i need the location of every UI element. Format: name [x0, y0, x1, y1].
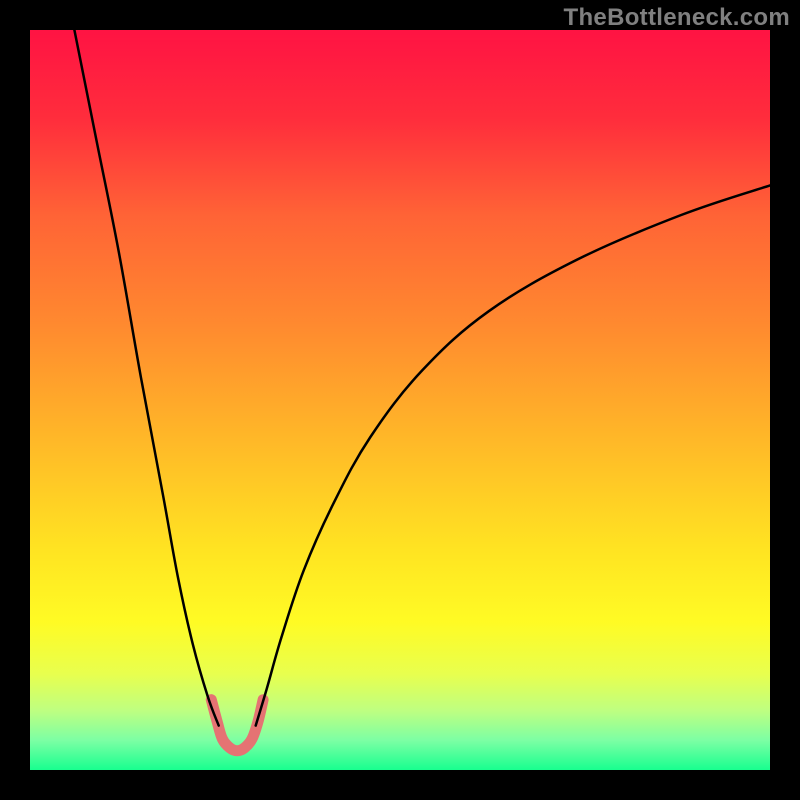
watermark-text: TheBottleneck.com	[564, 4, 790, 32]
plot-background	[30, 30, 770, 770]
bottleneck-curve-chart	[0, 0, 800, 800]
